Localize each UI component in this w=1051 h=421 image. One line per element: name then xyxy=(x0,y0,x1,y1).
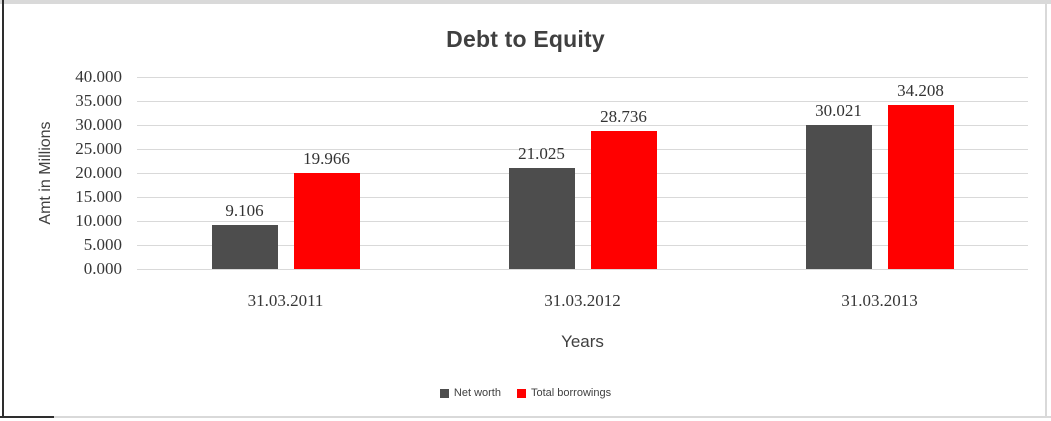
gridline-35.000 xyxy=(137,100,1028,102)
y-axis-tick-label: 5.000 xyxy=(83,235,122,254)
x-axis-tick-label: 31.03.2013 xyxy=(841,291,918,310)
x-axis-title: Years xyxy=(561,332,604,351)
gridline-0.000 xyxy=(137,268,1028,270)
gridline-30.000 xyxy=(137,124,1028,126)
y-axis-tick-label: 20.000 xyxy=(75,163,122,182)
bar-total-borrowings-31.03.2013 xyxy=(887,105,954,269)
frame-right-border xyxy=(1045,4,1047,418)
y-axis-tick-label: 0.000 xyxy=(83,259,122,278)
y-axis-tick-label: 15.000 xyxy=(75,187,122,206)
gridline-5.000 xyxy=(137,244,1028,246)
net-worth-swatch-icon xyxy=(439,388,449,398)
frame-bottom-left-border xyxy=(0,416,54,418)
chart-title: Debt to Equity xyxy=(446,26,605,52)
value-label-total-borrowings-31.03.2013: 34.208 xyxy=(897,81,944,100)
bar-net-worth-31.03.2013 xyxy=(805,125,872,269)
bar-total-borrowings-31.03.2011 xyxy=(293,173,360,269)
legend-label-net-worth: Net worth xyxy=(453,387,501,399)
y-axis-tick-label: 25.000 xyxy=(75,139,122,158)
value-label-net-worth-31.03.2013: 30.021 xyxy=(815,101,862,120)
value-label-total-borrowings-31.03.2011: 19.966 xyxy=(303,149,350,168)
y-axis-tick-label: 35.000 xyxy=(75,91,122,110)
frame-top-border xyxy=(0,0,1051,4)
total-borrowings-swatch-icon xyxy=(516,388,526,398)
y-axis-tick-label: 40.000 xyxy=(75,67,122,86)
x-axis-tick-label: 31.03.2011 xyxy=(247,291,324,310)
bar-total-borrowings-31.03.2012 xyxy=(590,131,657,269)
bar-net-worth-31.03.2012 xyxy=(508,168,575,269)
gridline-20.000 xyxy=(137,172,1028,174)
legend-item-net-worth: Net worth xyxy=(439,387,501,399)
gridline-25.000 xyxy=(137,148,1028,150)
bar-net-worth-31.03.2011 xyxy=(211,225,278,269)
gridline-10.000 xyxy=(137,220,1028,222)
legend-label-total-borrowings: Total borrowings xyxy=(530,387,612,399)
frame-bottom-border xyxy=(0,416,1051,418)
legend-item-total-borrowings: Total borrowings xyxy=(516,387,612,399)
frame-left-border xyxy=(2,0,4,418)
value-label-total-borrowings-31.03.2012: 28.736 xyxy=(600,107,647,126)
plot-area: 9.106 19.966 31.03.2011 21.025 28.736 31.03.2… xyxy=(137,76,1028,310)
x-axis-tick-label: 31.03.2012 xyxy=(544,291,621,310)
gridline-40.000 xyxy=(137,76,1028,78)
value-label-net-worth-31.03.2011: 9.106 xyxy=(225,201,264,220)
value-label-net-worth-31.03.2012: 21.025 xyxy=(518,144,565,163)
y-axis-tick-label: 30.000 xyxy=(75,115,122,134)
y-axis-tick-label: 10.000 xyxy=(75,211,122,230)
legend: Net worth Total borrowings xyxy=(0,385,1051,401)
gridline-15.000 xyxy=(137,196,1028,198)
